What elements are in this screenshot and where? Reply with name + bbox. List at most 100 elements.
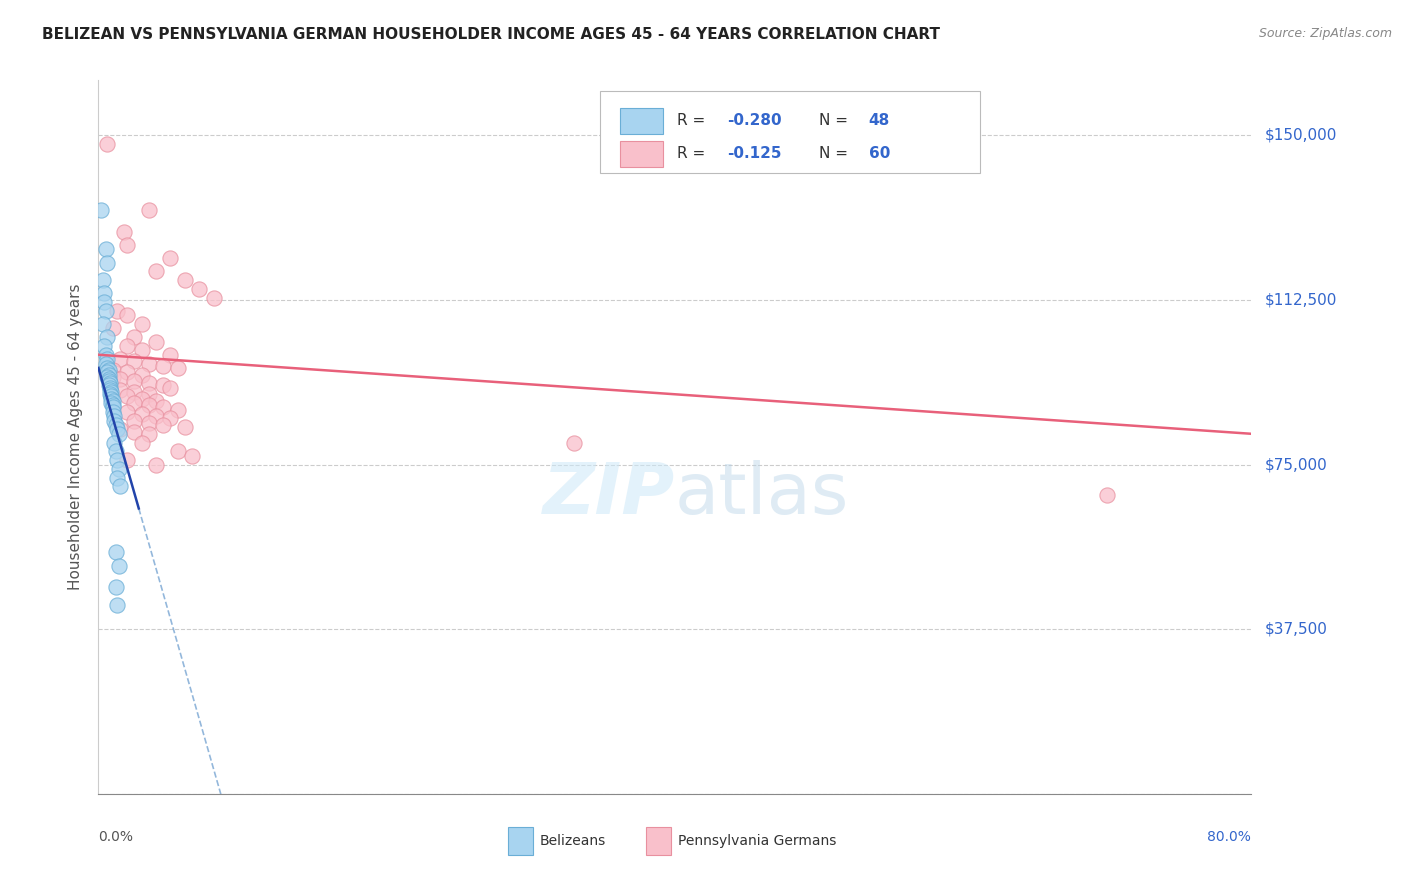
Point (166, 402, 188, 417)
Point (101, 393, 124, 408)
Text: $37,500: $37,500 (1265, 622, 1329, 637)
Point (93, 295, 115, 310)
Point (152, 401, 174, 415)
Text: 0.0%: 0.0% (98, 830, 134, 844)
Point (159, 411, 181, 425)
Point (90, 202, 112, 217)
Text: $150,000: $150,000 (1265, 128, 1337, 143)
Bar (620, 141, 664, 167)
Point (159, 381, 181, 395)
Point (138, 387, 160, 401)
Point (124, 330, 146, 344)
Point (152, 359, 174, 373)
Text: -0.125: -0.125 (727, 146, 782, 161)
Point (159, 348, 181, 362)
Point (104, 417, 127, 432)
Text: 48: 48 (869, 113, 890, 128)
Point (96, 330, 118, 344)
Point (103, 409, 125, 424)
Point (101, 398, 124, 412)
Text: 80.0%: 80.0% (1208, 830, 1251, 844)
Point (108, 383, 131, 397)
Bar (620, 108, 664, 134)
Point (97, 374, 120, 388)
Point (174, 420, 197, 434)
Text: BELIZEAN VS PENNSYLVANIA GERMAN HOUSEHOLDER INCOME AGES 45 - 64 YEARS CORRELATIO: BELIZEAN VS PENNSYLVANIA GERMAN HOUSEHOL… (42, 27, 941, 42)
Point (166, 444, 188, 458)
Point (98, 387, 121, 401)
Point (124, 374, 146, 388)
Point (138, 376, 160, 391)
Point (108, 352, 131, 367)
Point (131, 407, 153, 421)
Point (96, 360, 118, 375)
Point (188, 282, 211, 296)
Point (101, 405, 124, 419)
Point (145, 393, 167, 408)
Point (108, 372, 131, 386)
Point (104, 581, 127, 595)
Point (97, 378, 120, 392)
Point (97, 372, 120, 386)
Text: -0.280: -0.280 (727, 113, 782, 128)
Point (96, 369, 118, 384)
Point (91, 273, 114, 287)
Point (97, 368, 120, 382)
Point (181, 449, 204, 463)
Point (107, 558, 129, 573)
Point (96, 255, 118, 269)
Text: ZIP: ZIP (543, 459, 675, 529)
Point (138, 426, 160, 441)
Point (131, 435, 153, 450)
Point (94, 303, 117, 318)
Point (100, 396, 122, 410)
Y-axis label: Householder Income Ages 45 - 64 years: Householder Income Ages 45 - 64 years (67, 284, 83, 591)
Point (138, 202, 160, 217)
Point (107, 426, 129, 441)
Point (105, 453, 128, 467)
Text: 60: 60 (869, 146, 890, 161)
Point (124, 425, 146, 439)
Point (94, 348, 117, 362)
Point (152, 417, 174, 432)
FancyBboxPatch shape (600, 91, 980, 173)
Point (124, 396, 146, 410)
Point (145, 264, 167, 278)
Text: R =: R = (678, 146, 716, 161)
Point (101, 363, 124, 377)
Point (131, 317, 153, 331)
Point (202, 291, 225, 305)
Point (1097, 488, 1119, 502)
Point (96, 365, 118, 379)
Point (108, 479, 131, 493)
Bar (647, 828, 672, 855)
Point (104, 545, 127, 559)
Point (117, 238, 139, 252)
Point (100, 385, 122, 400)
Point (100, 392, 122, 406)
Point (145, 458, 167, 472)
Point (94, 357, 117, 371)
Point (98, 381, 121, 395)
Point (124, 385, 146, 400)
Text: atlas: atlas (675, 459, 849, 529)
Point (103, 435, 125, 450)
Point (105, 422, 128, 436)
Text: N =: N = (820, 113, 853, 128)
Point (138, 416, 160, 430)
Point (124, 414, 146, 428)
Point (107, 462, 129, 476)
Point (93, 339, 115, 353)
Text: N =: N = (820, 146, 853, 161)
Text: R =: R = (678, 113, 710, 128)
Point (124, 354, 146, 368)
Point (159, 251, 181, 265)
Point (152, 378, 174, 392)
Point (91, 317, 114, 331)
Point (112, 225, 135, 239)
Point (117, 389, 139, 403)
Point (105, 303, 128, 318)
Text: Source: ZipAtlas.com: Source: ZipAtlas.com (1258, 27, 1392, 40)
Point (101, 401, 124, 415)
Point (138, 357, 160, 371)
